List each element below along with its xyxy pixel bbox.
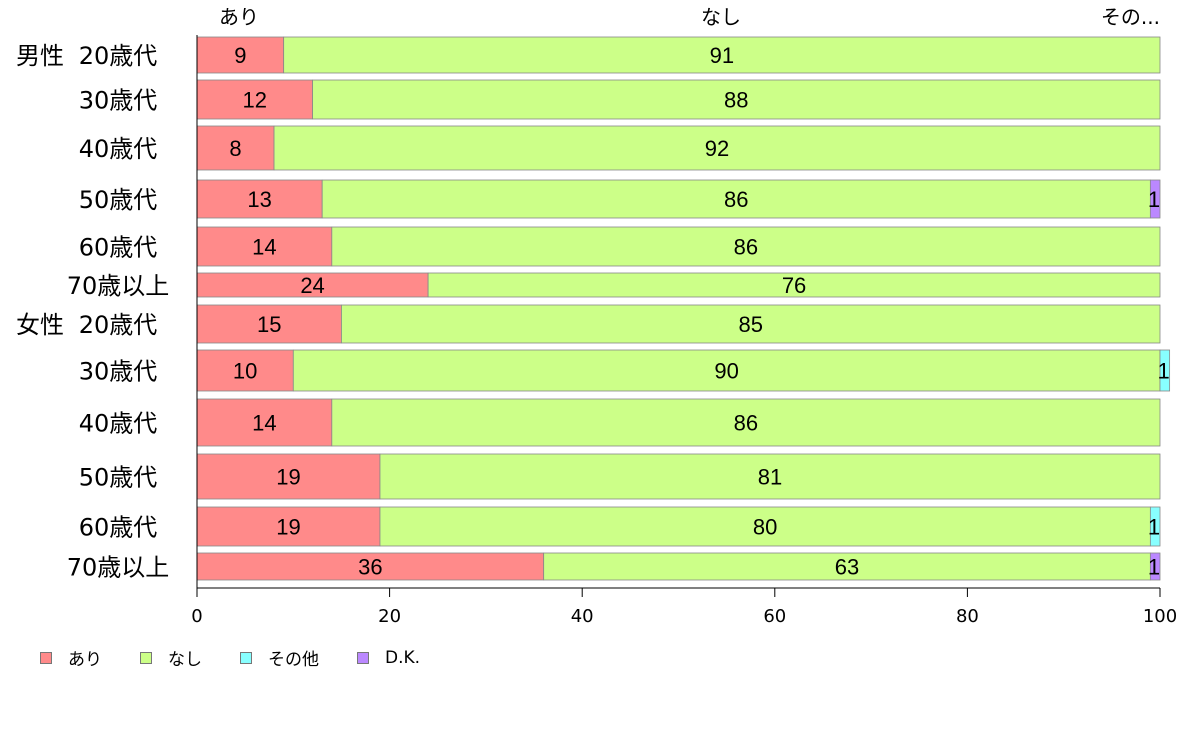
data-label: 14 — [252, 411, 276, 436]
data-label: 13 — [247, 187, 271, 212]
bar-segment — [1149, 552, 1161, 581]
bar-segment — [1159, 349, 1171, 392]
legend-item: その他 — [240, 645, 319, 670]
data-label: 63 — [835, 555, 859, 580]
legend-label: なし — [168, 650, 202, 670]
bar-segment — [196, 79, 313, 120]
legend-label: D.K. — [385, 647, 421, 668]
legend-swatch — [140, 651, 152, 664]
category-label: 60歳代 — [79, 514, 158, 542]
x-tick-label: 0 — [191, 606, 202, 627]
legend-swatch — [357, 651, 369, 664]
bar-segment — [427, 272, 1161, 298]
bar-segment — [341, 304, 1161, 344]
data-label: 88 — [724, 88, 748, 113]
data-label: 86 — [734, 411, 758, 436]
data-label: 19 — [276, 465, 300, 490]
category-label: 70歳以上 — [67, 554, 170, 582]
data-label: 90 — [714, 359, 738, 384]
data-label: 91 — [710, 43, 734, 68]
x-tick-label: 40 — [571, 606, 594, 627]
bar-segment — [196, 125, 275, 171]
bar-segment — [312, 79, 1161, 120]
top-series-label: なし — [701, 5, 741, 29]
legend-label: あり — [68, 650, 102, 670]
bar-segment — [1149, 506, 1161, 547]
bar-segment — [273, 125, 1161, 171]
category-label: 50歳代 — [79, 464, 158, 492]
data-label: 1 — [1148, 555, 1160, 580]
data-label: 76 — [782, 273, 806, 298]
bar-segment — [379, 453, 1161, 500]
bar-segment — [196, 398, 333, 447]
category-label: 70歳以上 — [67, 272, 170, 300]
data-label: 14 — [252, 235, 276, 260]
bar-segment — [321, 179, 1151, 219]
category-label: 20歳代 — [79, 311, 158, 339]
bar-segment — [196, 179, 323, 219]
legend-swatch — [240, 651, 252, 664]
data-label: 1 — [1158, 359, 1170, 384]
category-label: 40歳代 — [79, 135, 158, 163]
data-label: 36 — [358, 555, 382, 580]
category-label: 50歳代 — [79, 186, 158, 214]
data-label: 1 — [1148, 187, 1160, 212]
category-label: 40歳代 — [79, 410, 158, 438]
bar-segment — [196, 304, 342, 344]
bar-segment — [283, 36, 1161, 74]
data-label: 86 — [734, 235, 758, 260]
bar-segment — [331, 398, 1161, 447]
group-label: 女性 — [16, 311, 64, 339]
bar-segment — [196, 36, 285, 74]
bar-segment — [196, 272, 429, 298]
group-label: 男性 — [16, 42, 64, 70]
data-label: 81 — [758, 465, 782, 490]
bar-segment — [331, 226, 1161, 267]
legend-item: なし — [140, 645, 202, 670]
legend-swatch — [40, 651, 52, 664]
category-label: 20歳代 — [79, 42, 158, 70]
data-label: 8 — [229, 136, 241, 161]
x-tick-label: 80 — [956, 606, 979, 627]
data-label: 10 — [233, 359, 257, 384]
data-label: 19 — [276, 515, 300, 540]
legend-item: D.K. — [357, 648, 420, 668]
bar-segment — [543, 552, 1151, 581]
x-tick-label: 100 — [1143, 606, 1177, 627]
data-label: 1 — [1148, 515, 1160, 540]
data-label: 86 — [724, 187, 748, 212]
legend: あり なし その他 D.K. — [40, 645, 458, 670]
data-label: 85 — [738, 312, 762, 337]
bar-segment — [379, 506, 1151, 547]
category-label: 30歳代 — [79, 358, 158, 386]
data-label: 80 — [753, 515, 777, 540]
top-series-label: あり — [219, 5, 259, 29]
category-label: 60歳代 — [79, 234, 158, 262]
bar-segment — [196, 552, 545, 581]
bar-segment — [196, 226, 333, 267]
bar-segment — [196, 349, 294, 392]
data-label: 12 — [243, 88, 267, 113]
data-label: 15 — [257, 312, 281, 337]
bar-segment — [196, 453, 381, 500]
legend-item: あり — [40, 645, 102, 670]
category-label: 30歳代 — [79, 87, 158, 115]
legend-label: その他 — [268, 650, 319, 670]
x-tick-label: 60 — [763, 606, 786, 627]
top-series-label: その... — [1101, 5, 1160, 29]
data-label: 92 — [705, 136, 729, 161]
x-tick-label: 20 — [378, 606, 401, 627]
data-label: 9 — [234, 43, 246, 68]
bar-segment — [1149, 179, 1161, 219]
data-label: 24 — [300, 273, 324, 298]
